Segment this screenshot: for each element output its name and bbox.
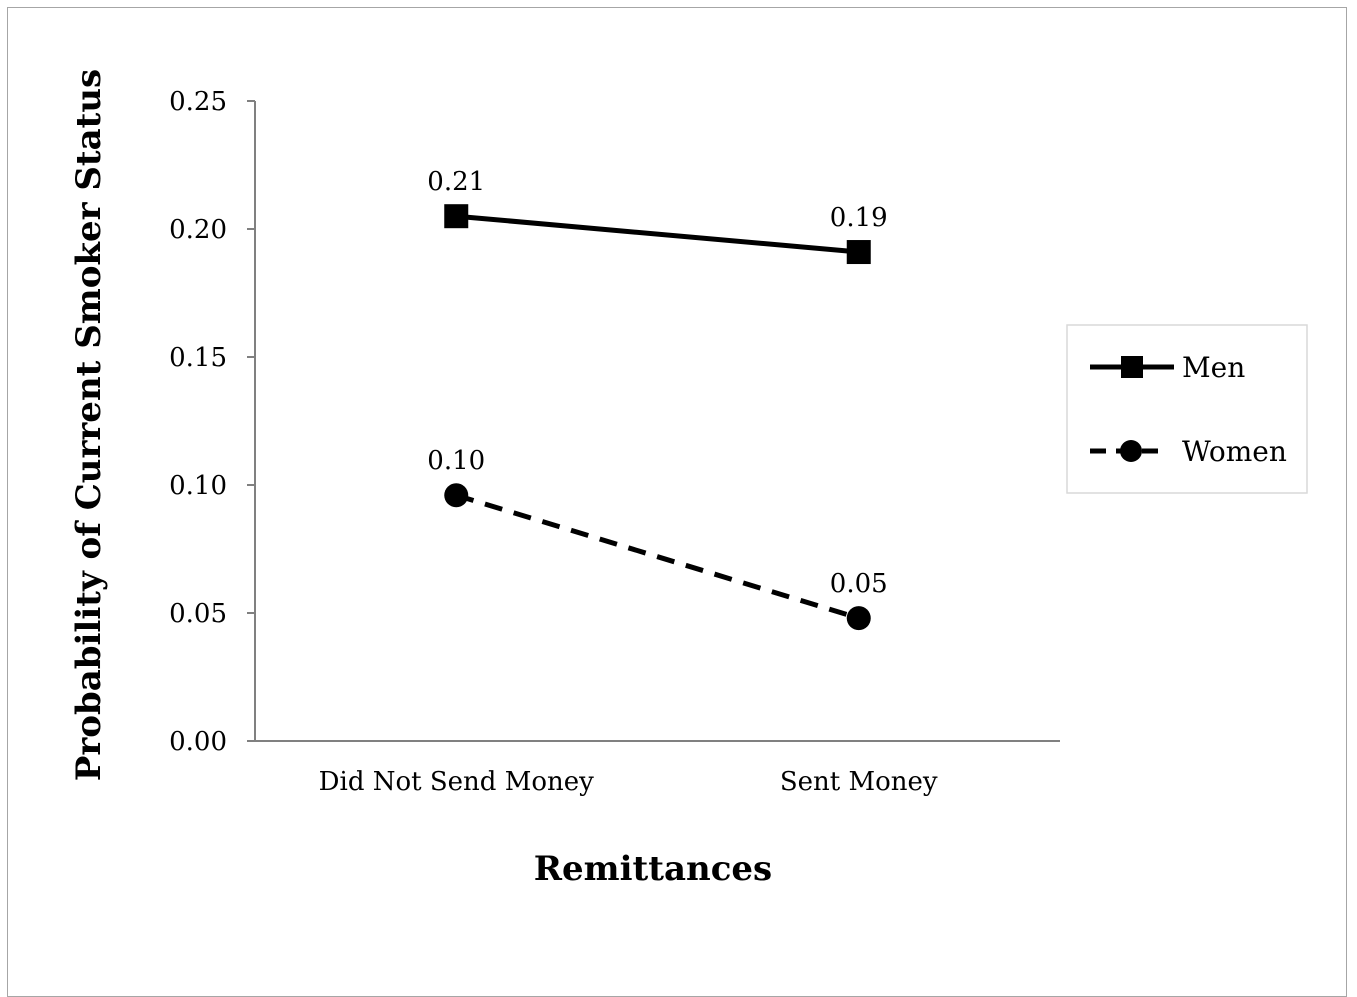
data-label: 0.10 [427, 446, 485, 476]
data-point-circle [846, 606, 871, 631]
x-tick-label: Sent Money [780, 767, 938, 797]
data-label: 0.05 [830, 569, 888, 599]
y-tick-label: 0.25 [169, 87, 227, 117]
legend-women-label: Women [1182, 435, 1287, 468]
data-point-circle [444, 483, 469, 508]
legend-men-label: Men [1182, 351, 1245, 384]
legend-box [1066, 324, 1308, 494]
x-tick-label: Did Not Send Money [319, 767, 594, 797]
x-axis-title: Remittances [534, 849, 772, 889]
y-tick-label: 0.10 [169, 471, 227, 501]
data-label: 0.19 [830, 203, 888, 233]
series-group [444, 204, 871, 631]
legend: Men Women [1066, 324, 1308, 494]
y-axis-ticks: 0.00 0.05 0.10 0.15 0.20 0.25 [169, 87, 255, 757]
x-axis-ticks: Did Not Send Money Sent Money [319, 767, 938, 797]
y-tick-label: 0.15 [169, 343, 227, 373]
series-line-men [456, 213, 859, 255]
legend-women-circle-icon [1120, 440, 1142, 462]
data-labels: 0.21 0.19 0.10 0.05 [427, 167, 887, 599]
axes [254, 101, 1060, 742]
legend-men-square-icon [1121, 356, 1143, 378]
y-tick-label: 0.00 [169, 727, 227, 757]
data-point-square [846, 240, 871, 265]
y-axis-title: Probability of Current Smoker Status [69, 69, 109, 781]
y-tick-label: 0.20 [169, 215, 227, 245]
y-tick-label: 0.05 [169, 599, 227, 629]
data-label: 0.21 [427, 167, 485, 197]
data-point-square [444, 204, 469, 229]
chart-frame [7, 7, 1347, 997]
series-line-women [455, 492, 860, 621]
